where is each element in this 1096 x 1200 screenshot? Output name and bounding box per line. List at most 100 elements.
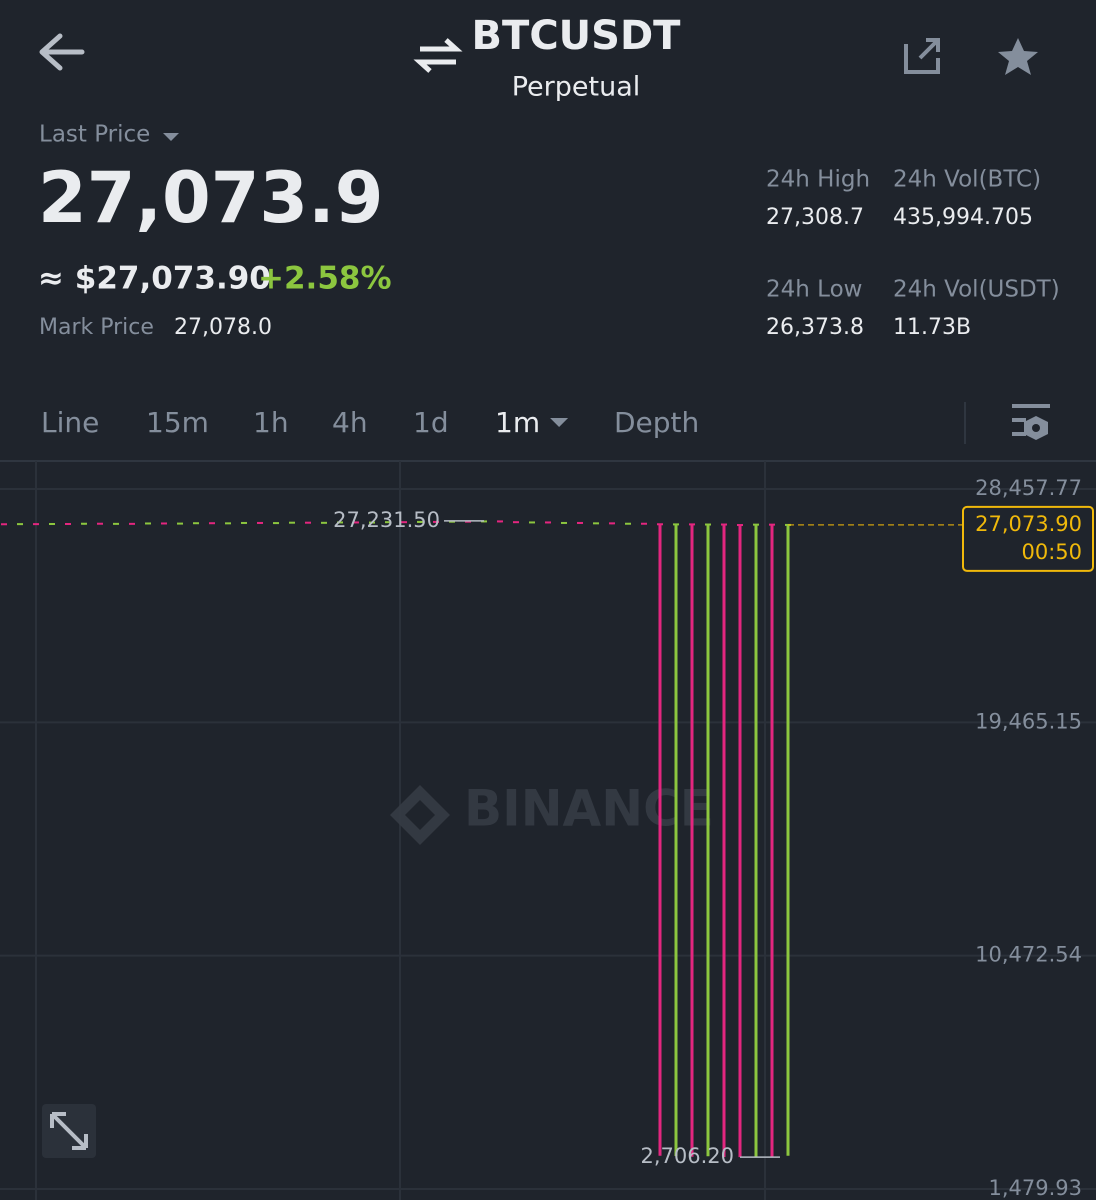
candle-body [561, 521, 567, 524]
candle-body [657, 523, 663, 526]
candle-body [465, 520, 471, 523]
swap-arrows [413, 38, 463, 73]
candle-body [129, 522, 135, 525]
candle-body [49, 522, 55, 525]
candle-body [257, 521, 263, 524]
watermark-logo [390, 785, 450, 845]
star-icon [998, 38, 1038, 75]
candle-body [305, 521, 311, 524]
candle-body [593, 522, 599, 525]
candle-body [161, 522, 167, 525]
candle-body [625, 522, 631, 525]
last-price-tag-value: 27,073.90 [975, 512, 1082, 536]
candle-body [145, 522, 151, 525]
stat-label: 24h Vol(BTC) [893, 167, 1041, 193]
tab[interactable]: 1d [413, 406, 449, 439]
back-arrow [39, 33, 85, 71]
watermark: BINANCE [390, 780, 714, 845]
last-price-label: Last Price [39, 122, 150, 148]
stat-label: 24h High [766, 167, 870, 193]
stat-value: 26,373.8 [766, 315, 864, 340]
candle-body [753, 523, 759, 526]
candle-body [577, 521, 583, 524]
settings-dot [1032, 424, 1040, 432]
candle-body [289, 521, 295, 524]
candle-body [689, 523, 695, 526]
candle-body [433, 520, 439, 523]
share-button[interactable] [904, 38, 940, 74]
candle-body [321, 521, 327, 524]
candle-body [513, 521, 519, 524]
tab[interactable]: 15m [146, 406, 209, 439]
candle-body [449, 520, 455, 523]
candle-body [721, 523, 727, 526]
candle-body [641, 522, 647, 525]
countdown: 00:50 [1021, 540, 1082, 564]
candle-body [545, 521, 551, 524]
stat-value: 27,308.7 [766, 205, 864, 230]
mark-price: 27,078.0 [174, 315, 272, 340]
candle-body [369, 521, 375, 524]
candle-body [241, 521, 247, 524]
mark-price-label: Mark Price [39, 315, 154, 340]
tab[interactable]: 1h [253, 406, 289, 439]
candle-body [81, 522, 87, 525]
candle-body [353, 521, 359, 524]
candle-body [193, 522, 199, 525]
candle-body [609, 522, 615, 525]
candle-body [1, 523, 7, 526]
low-marker-label: 2,706.20 [640, 1144, 734, 1168]
y-tick-label: 1,479.93 [988, 1176, 1082, 1200]
fullscreen-button[interactable] [42, 1104, 96, 1158]
candle-body [177, 522, 183, 525]
candle-body [225, 522, 231, 525]
settings-lines [1012, 404, 1050, 436]
dropdown-caret[interactable] [163, 133, 179, 141]
watermark-text: BINANCE [464, 780, 714, 838]
candle-body [529, 521, 535, 524]
candle-body [337, 521, 343, 524]
stat-value: 11.73B [893, 315, 971, 340]
y-tick-label: 19,465.15 [975, 709, 1082, 733]
tab-caret[interactable] [550, 418, 569, 427]
candle-body [401, 521, 407, 524]
interval-tabs: Line 15m 1h 4h 1d 1m Depth [41, 406, 699, 439]
favorite-button[interactable] [998, 38, 1038, 75]
symbol: BTCUSDT [472, 13, 682, 59]
candle-body [673, 523, 679, 526]
fullscreen-icon [50, 1112, 88, 1150]
tab[interactable]: 1m [495, 406, 540, 439]
usd-price: ≈ $27,073.90 [38, 261, 271, 297]
candle-body [769, 523, 775, 526]
candle-body [705, 523, 711, 526]
tab[interactable]: Depth [614, 406, 699, 439]
swap-icon[interactable] [413, 38, 463, 73]
back-button[interactable] [39, 33, 85, 71]
last-price: 27,073.9 [38, 157, 383, 239]
candle-body [209, 522, 215, 525]
stat-label: 24h Vol(USDT) [893, 277, 1060, 303]
y-tick-label: 28,457.77 [975, 476, 1082, 500]
share-icon [904, 38, 940, 74]
stat-label: 24h Low [766, 277, 862, 303]
candle-body [273, 522, 279, 525]
candle-body [97, 522, 103, 525]
chart-settings[interactable] [1012, 404, 1050, 440]
candle-body [65, 522, 71, 525]
chart: BINANCE 28,457.77 19,465.15 10,472.54 1,479… [0, 461, 1096, 1200]
y-tick-label: 10,472.54 [975, 943, 1082, 967]
candle-body [417, 520, 423, 523]
contract-type: Perpetual [512, 72, 641, 103]
tab[interactable]: 4h [332, 406, 368, 439]
candle-body [737, 524, 743, 527]
candle-body [113, 522, 119, 525]
candle-body [17, 523, 23, 526]
candle-body [497, 520, 503, 523]
high-marker-label: 27,231.50 [333, 508, 440, 532]
tab[interactable]: Line [41, 406, 99, 439]
candle-body [33, 523, 39, 526]
price-change: +2.58% [258, 261, 392, 297]
candle-body [385, 521, 391, 524]
